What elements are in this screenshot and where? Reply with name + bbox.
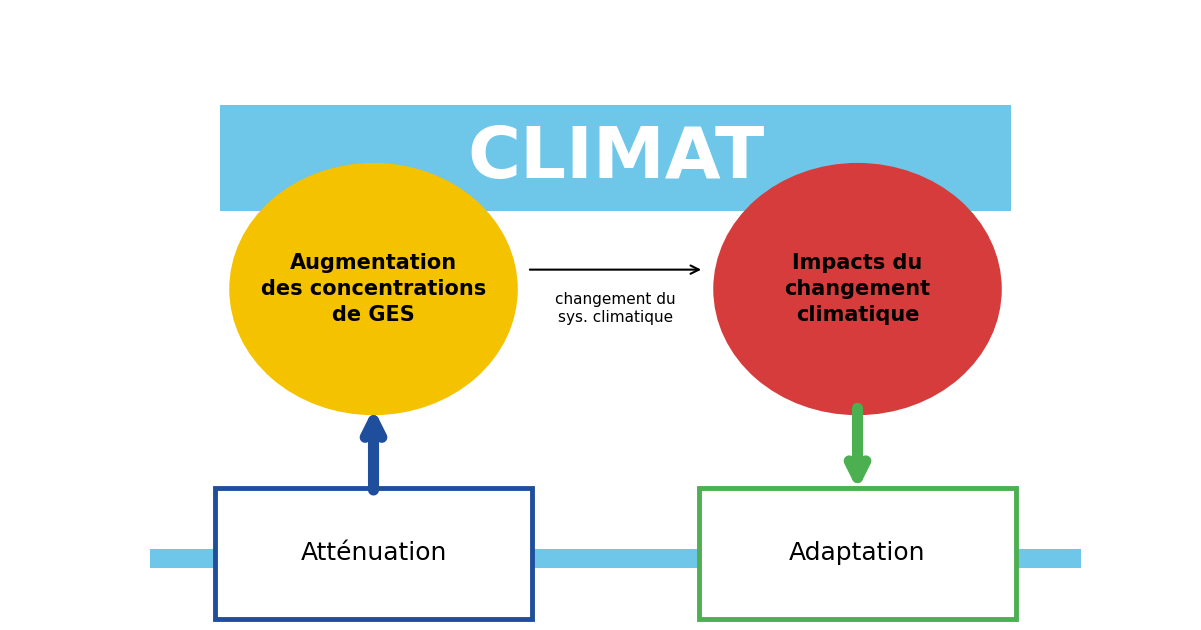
Ellipse shape [713, 163, 1002, 415]
Ellipse shape [229, 163, 518, 415]
Bar [150, 549, 1081, 568]
Text: Augmentation
des concentrations
de GES: Augmentation des concentrations de GES [261, 253, 486, 326]
Text: changement du
sys. climatique: changement du sys. climatique [555, 292, 676, 324]
Text: Impacts du
changement
climatique: Impacts du changement climatique [784, 253, 931, 326]
Text: CLIMAT: CLIMAT [467, 123, 764, 193]
Bar [699, 488, 1016, 619]
Bar [215, 488, 532, 619]
Text: Adaptation: Adaptation [789, 541, 926, 565]
Bar [220, 105, 1011, 212]
Text: Atténuation: Atténuation [300, 541, 447, 565]
